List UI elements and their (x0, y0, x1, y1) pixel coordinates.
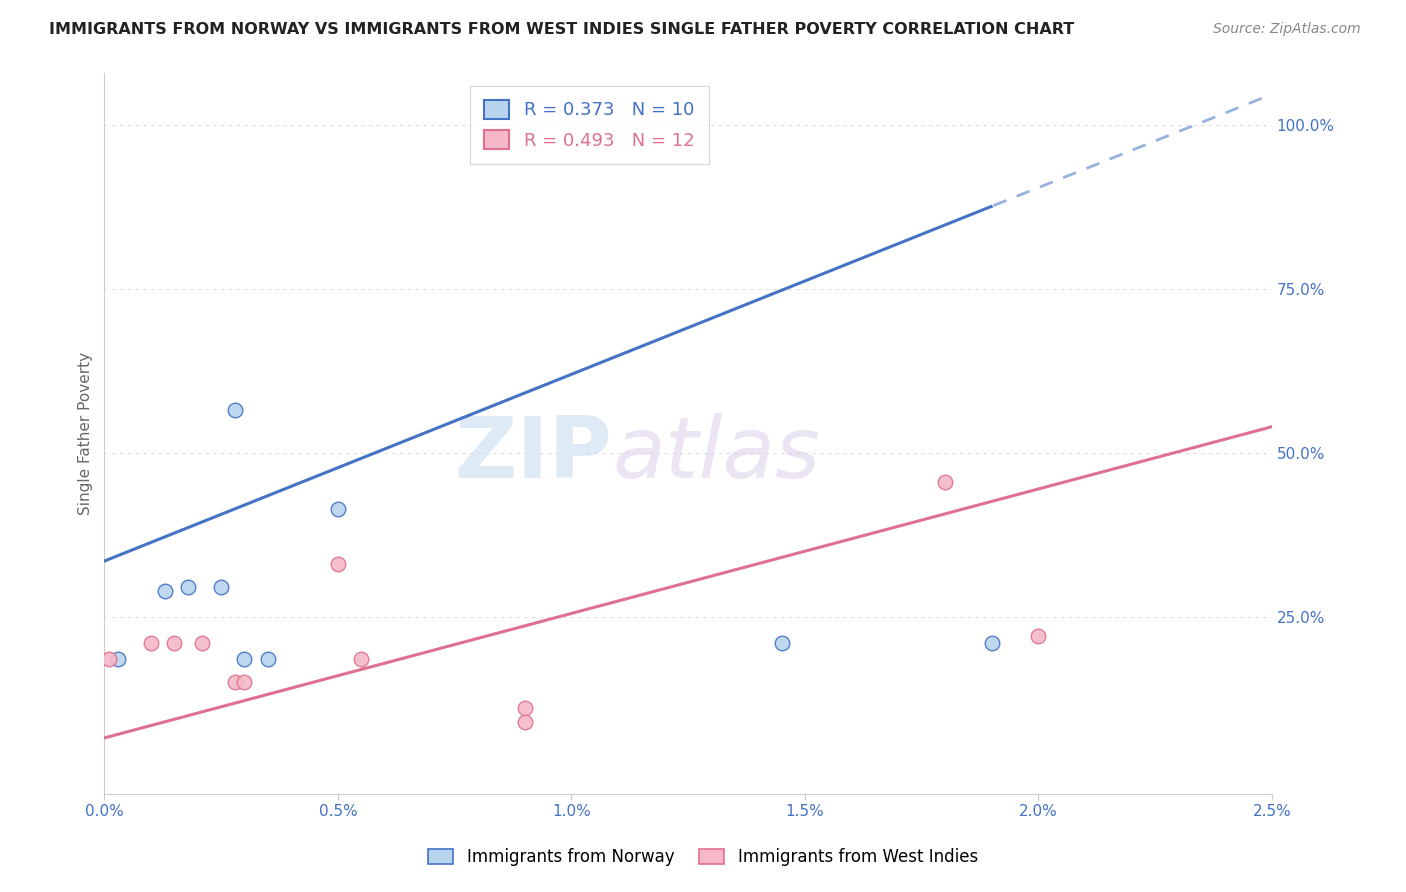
Point (209, 580, 232, 594)
Point (107, 652, 129, 666)
Legend: R = 0.373   N = 10, R = 0.493   N = 12: R = 0.373 N = 10, R = 0.493 N = 12 (470, 86, 709, 164)
Point (513, 714, 536, 729)
Point (1028, 629, 1050, 643)
Point (98, 652, 121, 666)
Point (980, 636, 1002, 650)
Point (191, 636, 214, 650)
Point (256, 652, 278, 666)
Point (513, 701, 536, 715)
Point (350, 652, 373, 666)
Point (233, 675, 256, 690)
Point (177, 580, 200, 594)
Point (326, 501, 349, 516)
Point (233, 652, 256, 666)
Text: Source: ZipAtlas.com: Source: ZipAtlas.com (1213, 22, 1361, 37)
Point (139, 636, 162, 650)
Text: atlas: atlas (612, 413, 820, 497)
Point (326, 558, 349, 572)
Point (934, 475, 956, 490)
Point (153, 583, 176, 598)
Point (163, 636, 186, 650)
Point (224, 403, 246, 417)
Y-axis label: Single Father Poverty: Single Father Poverty (79, 351, 93, 515)
Text: ZIP: ZIP (454, 413, 612, 497)
Legend: Immigrants from Norway, Immigrants from West Indies: Immigrants from Norway, Immigrants from … (422, 842, 984, 873)
Point (224, 675, 246, 690)
Point (770, 636, 793, 650)
Text: IMMIGRANTS FROM NORWAY VS IMMIGRANTS FROM WEST INDIES SINGLE FATHER POVERTY CORR: IMMIGRANTS FROM NORWAY VS IMMIGRANTS FRO… (49, 22, 1074, 37)
